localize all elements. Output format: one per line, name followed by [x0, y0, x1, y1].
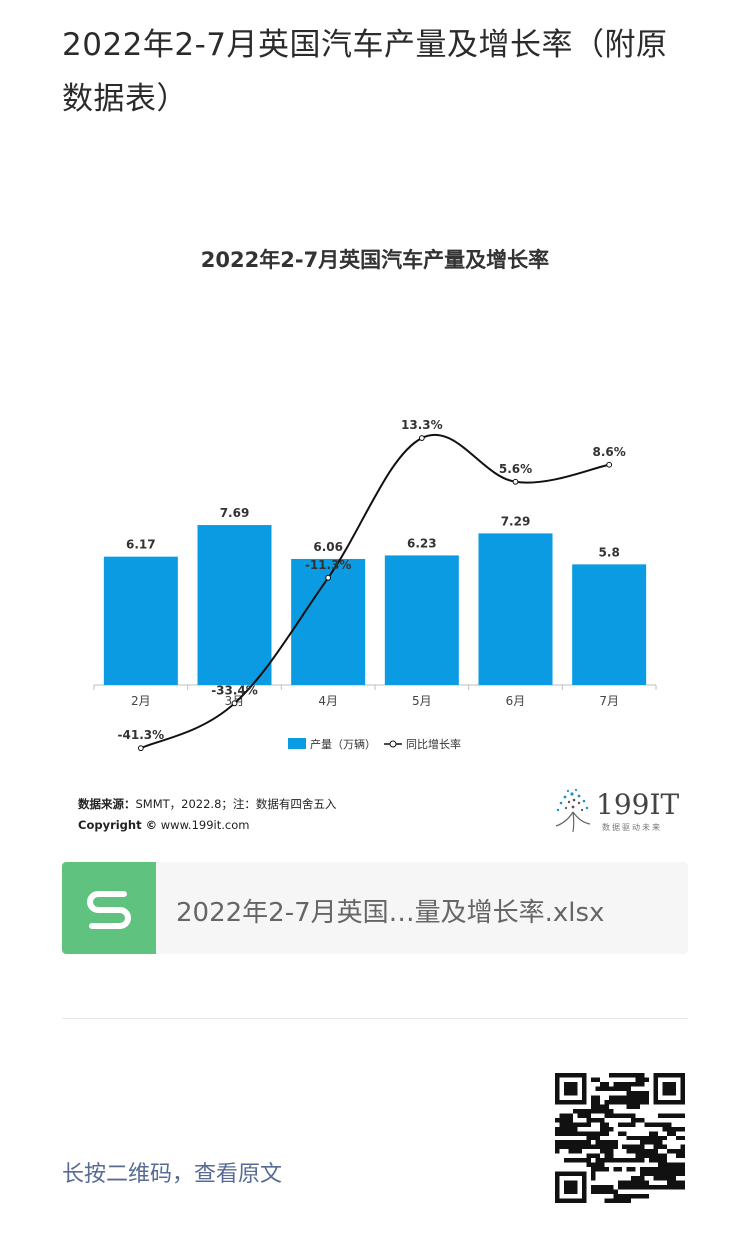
source-text: SMMT，2022.8；注：数据有四舍五入 — [135, 797, 337, 811]
growth-rate-label: -33.4% — [211, 683, 258, 697]
legend-line-label: 同比增长率 — [406, 737, 461, 751]
source-label: 数据来源： — [78, 797, 136, 811]
growth-rate-point — [606, 461, 613, 468]
dandelion-logo-icon — [555, 788, 591, 833]
x-tick-label: 7月 — [599, 694, 619, 708]
chart-svg: 6.172月7.693月6.064月6.235月7.296月5.87月-41.3… — [93, 418, 657, 752]
article-title: 2022年2-7月英国汽车产量及增长率（附原数据表） — [62, 27, 668, 117]
bar-value-label: 5.8 — [599, 545, 620, 559]
bar-value-label: 6.06 — [313, 540, 343, 554]
growth-rate-point — [137, 745, 144, 752]
attachment-file-name[interactable]: 2022年2-7月英国…量及增长率.xlsx — [176, 898, 605, 928]
growth-rate-label: 8.6% — [593, 445, 626, 459]
bar-3月 — [197, 525, 272, 685]
x-tick-label: 5月 — [412, 694, 432, 708]
bar-2月 — [103, 556, 178, 685]
growth-rate-point — [231, 700, 238, 707]
bar-value-label: 6.17 — [126, 538, 156, 552]
bar-value-label: 7.29 — [501, 514, 531, 528]
attachment-card[interactable]: 2022年2-7月英国…量及增长率.xlsx — [62, 862, 688, 954]
growth-rate-point — [418, 435, 425, 441]
logo-subtitle: 数据驱动未来 — [602, 823, 662, 832]
growth-rate-label: -41.3% — [118, 728, 165, 742]
legend-bar-label: 产量（万辆） — [310, 737, 376, 751]
growth-rate-label: 5.6% — [499, 462, 532, 476]
divider — [62, 1018, 688, 1019]
qr-code-icon[interactable] — [555, 1073, 685, 1203]
copyright-text: www.199it.com — [160, 818, 250, 832]
copyright-label: Copyright © — [78, 818, 158, 832]
x-tick-label: 6月 — [506, 694, 526, 708]
qr-hint-text: 长按二维码，查看原文 — [62, 1162, 283, 1187]
growth-rate-point — [512, 478, 519, 485]
chart-title: 2022年2-7月英国汽车产量及增长率 — [200, 248, 550, 272]
bar-6月 — [478, 533, 553, 685]
chart-image: 2022年2-7月英国汽车产量及增长率 6.172月7.693月6.064月6.… — [62, 220, 688, 850]
bar-value-label: 6.23 — [407, 536, 437, 550]
growth-rate-point — [325, 574, 332, 581]
x-tick-label: 2月 — [131, 694, 151, 708]
legend-line-marker — [389, 740, 397, 748]
growth-rate-label: -11.3% — [305, 558, 352, 572]
chart-source: 数据来源：SMMT，2022.8；注：数据有四舍五入 Copyright © w… — [78, 794, 336, 836]
bar-7月 — [572, 564, 647, 685]
growth-rate-label: 13.3% — [401, 418, 443, 432]
spreadsheet-s-icon — [62, 862, 156, 954]
bar-5月 — [384, 555, 459, 685]
logo-text: 199IT — [596, 788, 680, 821]
bar-value-label: 7.69 — [220, 506, 250, 520]
legend-bar-swatch — [288, 738, 306, 749]
x-tick-label: 4月 — [318, 694, 338, 708]
logo-199it: 199IT 数据驱动未来 — [552, 786, 682, 834]
